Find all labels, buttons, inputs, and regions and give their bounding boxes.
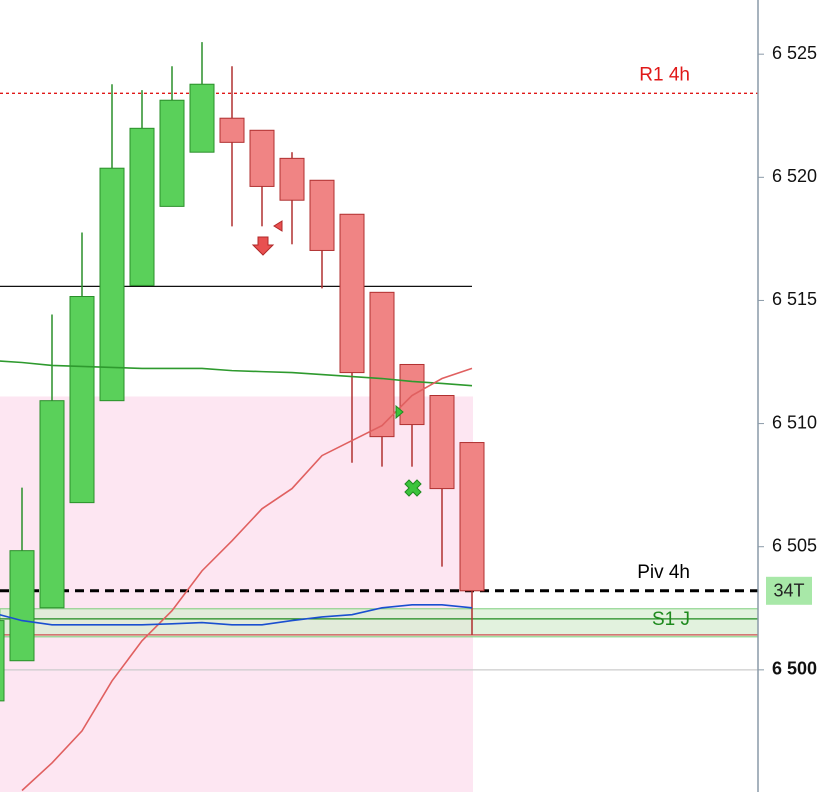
axis-panel [758, 0, 832, 792]
y-tick-label: 6 515 [772, 289, 817, 309]
candle-body [189, 83, 215, 153]
sell-arrow [251, 236, 275, 256]
buy-marker [395, 404, 404, 420]
background-layer: R1 4h Piv 4h S1 J [0, 64, 759, 792]
candle-body [159, 99, 185, 207]
candle-body [39, 400, 65, 609]
candle-body [219, 117, 245, 143]
candle-body [9, 550, 35, 662]
candle-body [99, 167, 125, 402]
candle-body [69, 296, 95, 504]
y-tick-label: 6 500 [772, 659, 817, 679]
level-label: Piv 4h [637, 562, 690, 583]
candle-body [339, 213, 365, 374]
level-label: R1 4h [639, 64, 690, 85]
y-tick-label: 6 520 [772, 166, 817, 186]
signal-icons [251, 220, 422, 497]
y-tick-label: 6 510 [772, 412, 817, 432]
level-label: S1 J [652, 609, 690, 630]
candle-body [399, 363, 425, 426]
y-tick-label: 6 505 [772, 535, 817, 555]
candle-body [249, 129, 275, 187]
marks-layer [0, 42, 485, 792]
axis-layer: 6 525 6 520 6 515 6 510 6 505 6 500 34T [757, 0, 832, 792]
candle-body [429, 395, 455, 490]
candle-body [459, 442, 485, 592]
y-tick-label: 6 525 [772, 43, 817, 63]
band [0, 608, 759, 638]
candle-body [279, 157, 305, 201]
candle-body [0, 620, 5, 702]
price-tag-box [766, 576, 812, 605]
sell-marker [273, 220, 283, 232]
candle-body [309, 179, 335, 251]
candle-body [129, 127, 155, 286]
cross-marker [404, 479, 422, 497]
price-tag-label: 34T [773, 581, 804, 601]
candle-body [369, 291, 395, 438]
moving-average [0, 604, 473, 626]
moving-average [0, 360, 473, 387]
